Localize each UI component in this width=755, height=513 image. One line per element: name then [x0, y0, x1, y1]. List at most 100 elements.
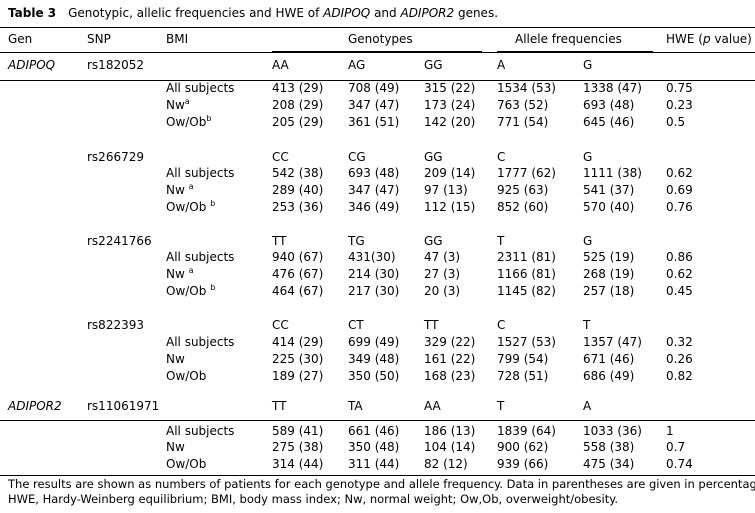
cell-hwe: 0.76	[666, 200, 693, 214]
cell-hwe: 0.69	[666, 183, 693, 197]
cell-a1: 1166 (81)	[497, 267, 556, 281]
cell-hwe: 0.82	[666, 369, 693, 383]
cell-g3: 97 (13)	[424, 183, 468, 197]
cell-hwe: 1	[666, 424, 674, 438]
cell-g1: 289 (40)	[272, 183, 324, 197]
cell-g1: 476 (67)	[272, 267, 324, 281]
cell-a2: 1338 (47)	[583, 81, 642, 95]
cell-g2: 350 (50)	[348, 369, 400, 383]
cell-bmi: Ow/Ob b	[166, 283, 216, 299]
footnote-marker: a	[188, 266, 194, 275]
cell-g2: 350 (48)	[348, 440, 400, 454]
cell-g3: 20 (3)	[424, 284, 461, 298]
cell-g1: TT	[272, 234, 287, 248]
cell-g1: 413 (29)	[272, 81, 324, 95]
cell-bmi: Ow/Ob	[166, 369, 207, 383]
footnote-marker: b	[210, 283, 216, 292]
cell-g3: TT	[424, 318, 439, 332]
cell-g1: 464 (67)	[272, 284, 324, 298]
col-header-hwe: HWE (p value)	[666, 32, 752, 46]
table-title: Table 3 Genotypic, allelic frequencies an…	[8, 6, 498, 20]
cell-hwe: 0.62	[666, 166, 693, 180]
cell-g1: 275 (38)	[272, 440, 324, 454]
cell-a1: 925 (63)	[497, 183, 549, 197]
cell-g1: AA	[272, 58, 289, 72]
cell-hwe: 0.62	[666, 267, 693, 281]
cell-bmi: Nw	[166, 352, 185, 366]
cell-bmi: All subjects	[166, 424, 235, 438]
cell-g2: 214 (30)	[348, 267, 400, 281]
cell-hwe: 0.45	[666, 284, 693, 298]
cell-g3: 168 (23)	[424, 369, 476, 383]
cell-g3: AA	[424, 399, 441, 413]
cell-g2: TG	[348, 234, 365, 248]
cell-g1: 189 (27)	[272, 369, 324, 383]
cell-g2: TA	[348, 399, 363, 413]
cell-a1: 1145 (82)	[497, 284, 556, 298]
cell-g1: TT	[272, 399, 287, 413]
rule-top	[0, 27, 755, 28]
caption-post: genes.	[454, 6, 499, 20]
footnote-1: The results are shown as numbers of pati…	[8, 477, 755, 491]
cell-g2: 347 (47)	[348, 183, 400, 197]
table-number: Table 3	[8, 6, 57, 20]
cell-a1: 1777 (62)	[497, 166, 556, 180]
cell-bmi: Nw a	[166, 182, 194, 198]
rule-bottom	[0, 475, 755, 476]
cell-g1: 225 (30)	[272, 352, 324, 366]
genotypes-underline	[272, 51, 482, 52]
cell-g1: 208 (29)	[272, 98, 324, 112]
cell-snp: rs822393	[87, 318, 144, 332]
cell-a2: 570 (40)	[583, 200, 635, 214]
cell-g1: 940 (67)	[272, 250, 324, 264]
cell-bmi: Nwa	[166, 97, 190, 113]
cell-a1: 852 (60)	[497, 200, 549, 214]
cell-a1: T	[497, 234, 505, 248]
cell-g3: 47 (3)	[424, 250, 461, 264]
cell-bmi: Ow/Obb	[166, 114, 212, 130]
cell-bmi: Nw	[166, 440, 185, 454]
cell-a1: 939 (66)	[497, 457, 549, 471]
cell-a1: A	[497, 58, 506, 72]
footnote-marker: a	[188, 182, 194, 191]
cell-a1: 1527 (53)	[497, 335, 556, 349]
cell-g1: 205 (29)	[272, 115, 324, 129]
cell-g2: CT	[348, 318, 364, 332]
cell-g2: 431(30)	[348, 250, 396, 264]
cell-g3: 173 (24)	[424, 98, 476, 112]
cell-a2: 671 (46)	[583, 352, 635, 366]
cell-a2: 257 (18)	[583, 284, 635, 298]
cell-g3: 82 (12)	[424, 457, 468, 471]
cell-g1: 589 (41)	[272, 424, 324, 438]
cell-a1: 728 (51)	[497, 369, 549, 383]
cell-a2: 541 (37)	[583, 183, 635, 197]
cell-hwe: 0.23	[666, 98, 693, 112]
col-header-gen: Gen	[8, 32, 33, 46]
cell-a2: T	[583, 318, 591, 332]
cell-g1: 253 (36)	[272, 200, 324, 214]
cell-snp: rs266729	[87, 150, 144, 164]
cell-g3: 315 (22)	[424, 81, 476, 95]
cell-g2: AG	[348, 58, 366, 72]
cell-g1: 414 (29)	[272, 335, 324, 349]
cell-bmi: All subjects	[166, 81, 235, 95]
cell-a2: 1111 (38)	[583, 166, 642, 180]
cell-g2: 311 (44)	[348, 457, 400, 471]
col-header-genotypes: Genotypes	[348, 32, 413, 46]
cell-gene: ADIPOR2	[8, 399, 62, 413]
cell-a1: T	[497, 399, 505, 413]
cell-bmi: Ow/Ob	[166, 457, 207, 471]
cell-a1: C	[497, 150, 506, 164]
cell-a2: 475 (34)	[583, 457, 635, 471]
cell-a2: 525 (19)	[583, 250, 635, 264]
rule-header	[0, 52, 755, 53]
cell-g3: GG	[424, 150, 443, 164]
cell-a2: G	[583, 58, 593, 72]
cell-g3: 161 (22)	[424, 352, 476, 366]
cell-bmi: All subjects	[166, 250, 235, 264]
alleles-underline	[497, 51, 653, 52]
cell-g2: 699 (49)	[348, 335, 400, 349]
cell-a2: G	[583, 234, 593, 248]
col-header-allele-frequencies: Allele frequencies	[515, 32, 622, 46]
